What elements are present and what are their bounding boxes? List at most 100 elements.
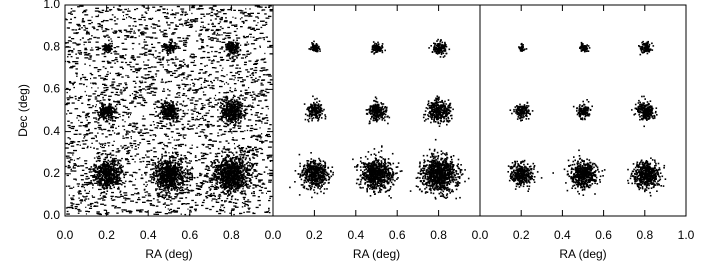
noise-speck (268, 75, 272, 76)
noise-speck (148, 67, 151, 68)
source-dot (239, 98, 241, 100)
noise-speck (100, 195, 101, 196)
source-dot (187, 170, 189, 172)
noise-speck (117, 95, 120, 96)
noise-speck (260, 127, 261, 128)
noise-speck (92, 16, 93, 17)
noise-speck (166, 22, 168, 23)
noise-speck (153, 151, 156, 152)
noise-speck (196, 188, 200, 189)
noise-speck (201, 46, 204, 47)
noise-speck (194, 79, 197, 80)
source-dot (162, 109, 164, 111)
noise-speck (147, 141, 151, 142)
source-dot (111, 163, 113, 165)
noise-speck (203, 145, 204, 146)
noise-speck (211, 60, 213, 61)
noise-speck (224, 21, 228, 22)
noise-speck (195, 205, 199, 206)
noise-speck (210, 116, 214, 117)
noise-speck (201, 118, 204, 119)
noise-speck (264, 39, 265, 40)
noise-speck (73, 187, 74, 188)
source-dot (109, 99, 111, 101)
noise-speck (243, 212, 245, 213)
noise-speck (199, 69, 203, 70)
noise-speck (252, 213, 255, 214)
noise-speck (69, 113, 72, 114)
noise-speck (91, 22, 93, 23)
noise-speck (218, 11, 222, 12)
source-dot (167, 115, 169, 117)
noise-speck (95, 106, 96, 107)
noise-speck (140, 135, 144, 136)
noise-speck (125, 62, 127, 63)
noise-speck (208, 103, 210, 104)
source-dot (220, 105, 222, 107)
noise-speck (115, 57, 117, 58)
source-dot (161, 99, 163, 101)
noise-speck (115, 94, 118, 95)
noise-speck (220, 60, 223, 61)
noise-speck (148, 87, 152, 88)
noise-speck (114, 20, 116, 21)
noise-speck (193, 125, 196, 126)
noise-speck (250, 105, 253, 106)
noise-speck (87, 147, 89, 148)
noise-speck (78, 193, 82, 194)
noise-speck (162, 91, 165, 92)
noise-speck (270, 10, 273, 11)
noise-speck (80, 79, 81, 80)
noise-speck (168, 208, 169, 209)
noise-speck (147, 59, 149, 60)
noise-speck (204, 115, 208, 116)
noise-speck (97, 122, 99, 123)
noise-speck (256, 136, 260, 137)
noise-speck (148, 180, 152, 181)
noise-speck (94, 202, 96, 203)
noise-speck (175, 24, 177, 25)
noise-speck (83, 84, 84, 85)
noise-speck (246, 92, 250, 93)
noise-speck (218, 23, 220, 24)
noise-speck (95, 8, 99, 9)
noise-speck (72, 10, 75, 11)
noise-speck (118, 83, 122, 84)
source-dot (111, 115, 113, 117)
noise-speck (214, 26, 215, 27)
noise-speck (174, 70, 178, 71)
noise-speck (264, 13, 267, 14)
source-dot (108, 184, 110, 186)
noise-speck (209, 98, 211, 99)
noise-speck (107, 37, 110, 38)
noise-speck (237, 77, 241, 78)
source-dot (242, 98, 244, 100)
noise-speck (203, 200, 205, 201)
noise-speck (161, 123, 163, 124)
noise-speck (128, 112, 132, 113)
source-dot (91, 166, 93, 168)
noise-speck (125, 54, 127, 55)
noise-speck (245, 94, 249, 95)
noise-speck (94, 157, 96, 158)
noise-speck (66, 157, 68, 158)
noise-speck (98, 189, 102, 190)
noise-speck (170, 203, 172, 204)
source-dot (235, 101, 237, 103)
source-dot (163, 116, 165, 118)
noise-speck (66, 186, 67, 187)
noise-speck (129, 123, 132, 124)
noise-speck (250, 36, 251, 37)
noise-speck (144, 27, 148, 28)
noise-speck (242, 206, 244, 207)
noise-speck (153, 66, 156, 67)
noise-speck (252, 102, 253, 103)
source-dot (181, 154, 183, 156)
noise-speck (202, 116, 203, 117)
source-dot (109, 171, 111, 173)
noise-speck (142, 118, 146, 119)
noise-speck (221, 70, 223, 71)
noise-speck (220, 57, 223, 58)
noise-speck (179, 192, 182, 193)
noise-speck (67, 102, 70, 103)
